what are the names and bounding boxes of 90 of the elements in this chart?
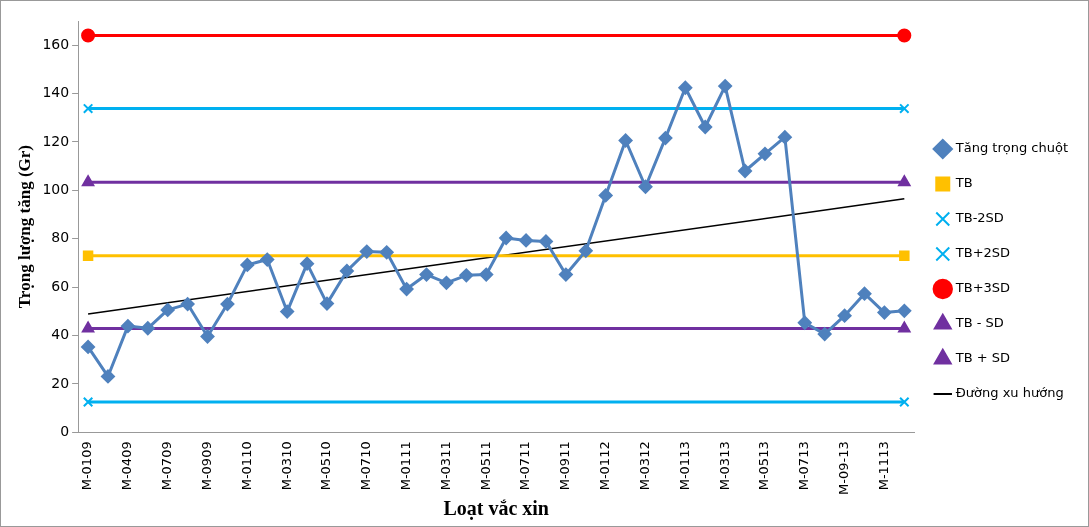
point [339,263,354,278]
point [499,231,514,246]
x-axis-title: Loạt vắc xin [443,497,549,521]
point [82,396,94,408]
point [678,80,693,95]
x-tick-label: M-0911 [557,441,573,491]
point [160,302,175,317]
legend-label: TB+3SD [954,280,1011,296]
x-tick-label: M-0710 [358,441,374,491]
x-tick-label: M-0409 [119,441,135,491]
x-tick-label: M-0513 [756,441,772,491]
point [899,250,910,261]
point [538,234,553,249]
point [899,103,910,114]
x-tick-label: M-0711 [517,441,533,491]
point [578,243,593,258]
point [82,103,94,114]
y-tick-label: 60 [51,277,70,294]
point [82,250,94,261]
y-tick-label: 0 [60,422,70,439]
point [200,329,215,344]
point [479,267,494,282]
point [399,282,414,297]
x-tick-label: M-0511 [477,441,493,491]
x-tick-label: M-0113 [676,441,692,491]
point [757,146,772,161]
point [598,188,613,203]
point [100,369,115,384]
point [81,28,96,43]
legend-label: TB-2SD [954,210,1004,226]
x-tick-label: M-0313 [716,441,732,491]
x-tick-label: M-0709 [159,441,175,491]
point [817,327,832,342]
point [857,286,872,301]
point [120,319,135,334]
point [260,252,275,267]
legend-label: TB + SD [954,350,1011,366]
x-tick-label: M-0110 [238,441,254,491]
y-tick-label: 120 [42,132,70,149]
point [220,297,235,312]
x-tick-label: M-0112 [597,441,613,491]
legend-label: TB [954,175,973,191]
point [797,315,812,330]
legend-label: TB - SD [954,315,1004,331]
point [837,308,852,323]
y-tick-label: 20 [51,374,70,391]
point [180,297,195,312]
x-tick-label: M-0109 [79,441,95,491]
point [280,304,295,319]
x-tick-label: M-09-13 [835,441,851,496]
legend-label: Tăng trọng chuột [954,140,1069,156]
legend-label: Đường xu hướng [955,385,1064,401]
point [240,257,255,272]
point [658,131,673,146]
point [300,256,315,271]
point [379,245,394,260]
point [319,296,334,311]
x-tick-label: M-0310 [278,441,294,491]
point [877,305,892,320]
point [738,164,753,179]
legend-label: TB+2SD [954,245,1011,261]
point [459,268,474,283]
y-tick-label: 80 [51,229,70,246]
point [439,275,454,290]
point [777,130,792,145]
x-tick-label: M-0111 [397,441,413,491]
x-tick-label: M-0311 [437,441,453,491]
point [81,339,96,354]
x-tick-label: M-0510 [318,441,334,491]
y-tick-label: 40 [51,326,70,343]
point [897,28,912,43]
point [359,244,374,259]
point [899,396,910,408]
y-axis-title: Trọng lượng tăng (Gr) [14,144,34,309]
point [897,303,912,318]
point [618,133,633,148]
point [558,267,573,282]
point [140,321,155,336]
point [698,119,713,134]
y-tick-label: 140 [42,84,70,101]
x-tick-label: M-1113 [875,441,891,491]
y-tick-label: 160 [42,35,70,52]
point [718,79,733,94]
point [419,267,434,282]
x-tick-label: M-0909 [198,441,214,491]
point [638,179,653,194]
y-tick-label: 100 [42,181,70,198]
point [519,233,534,248]
x-tick-label: M-0312 [636,441,652,491]
x-tick-label: M-0713 [796,441,812,491]
